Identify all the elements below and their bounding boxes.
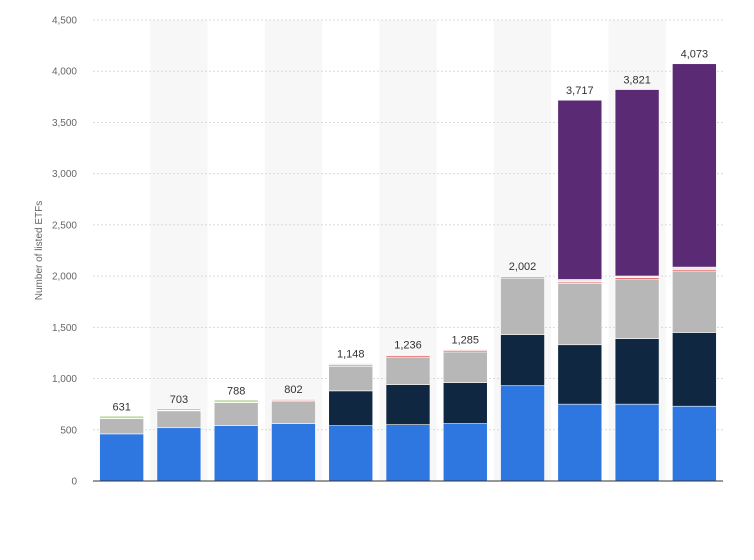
y-tick-label: 0 [71,477,77,488]
bar-segment [672,332,717,407]
total-label: 4,073 [681,49,709,61]
bar-segment [213,402,259,426]
total-label: 3,821 [623,75,651,87]
bar-segment [442,349,488,351]
total-labels: 631 703 788 802 1,148 1,236 1,285 2,002 3,717 3,8… [112,49,708,414]
bar-segment [672,405,717,482]
y-tick-label: 2,500 [52,220,77,231]
total-label: 2,002 [509,261,537,273]
bar-segment [156,427,202,482]
bar-segment [385,384,431,425]
y-axis-label: Number of listed ETFs [34,201,45,300]
bar-segment [557,279,603,283]
total-label: 788 [227,385,245,397]
bar-segment [271,401,316,424]
bar-segment [99,418,144,435]
bar-segment [442,351,488,383]
total-label: 3,717 [566,85,594,97]
bar-segment [557,282,603,346]
bar-segment [328,363,374,366]
y-tick-label: 3,000 [52,169,77,180]
bar-segment [385,356,431,386]
bar-segment [99,433,144,482]
bar-segment [557,403,603,482]
bar-segment [385,354,431,356]
total-label: 1,148 [337,348,365,360]
bar-segment [99,416,144,419]
bar-segment [500,275,545,278]
y-tick-label: 2,000 [52,272,77,283]
bar-segment [557,344,603,405]
bar-segment [156,408,202,411]
y-tick-label: 1,000 [52,374,77,385]
bar-segment [557,99,603,280]
bar-segment [500,385,545,482]
y-axis-ticks: 0 500 1,000 1,500 2,000 2,500 3,000 3,500 4,000 4… [52,16,77,488]
total-label: 802 [284,384,302,396]
bar-segment [213,399,259,403]
y-tick-label: 4,000 [52,67,77,78]
bar-segment [672,266,717,270]
bar-segment [500,277,545,335]
bar-segment [614,403,660,482]
bar-segment [271,423,316,482]
bar-segment [442,423,488,482]
y-tick-label: 3,500 [52,118,77,129]
bar-segment [271,398,316,401]
bar-segment [385,424,431,482]
bar-segment [614,278,660,339]
y-tick-label: 500 [60,425,77,436]
bar-segment [328,365,374,392]
total-label: 1,236 [394,339,422,351]
total-label: 631 [112,401,130,413]
bar-segment [614,338,660,405]
bar-segment [672,270,717,333]
bar-segment [156,410,202,429]
y-tick-label: 4,500 [52,16,77,27]
stacked-bars [99,63,717,482]
bar-segment [672,63,717,268]
total-label: 1,285 [452,334,480,346]
bar-segment [614,89,660,277]
bar-segment [442,382,488,424]
bar-segment [500,334,545,387]
bar-segment [328,425,374,482]
bar-segment [328,390,374,426]
column-band [150,20,208,481]
bar-segment [213,425,259,482]
y-tick-label: 1,500 [52,323,77,334]
total-label: 703 [170,394,188,406]
